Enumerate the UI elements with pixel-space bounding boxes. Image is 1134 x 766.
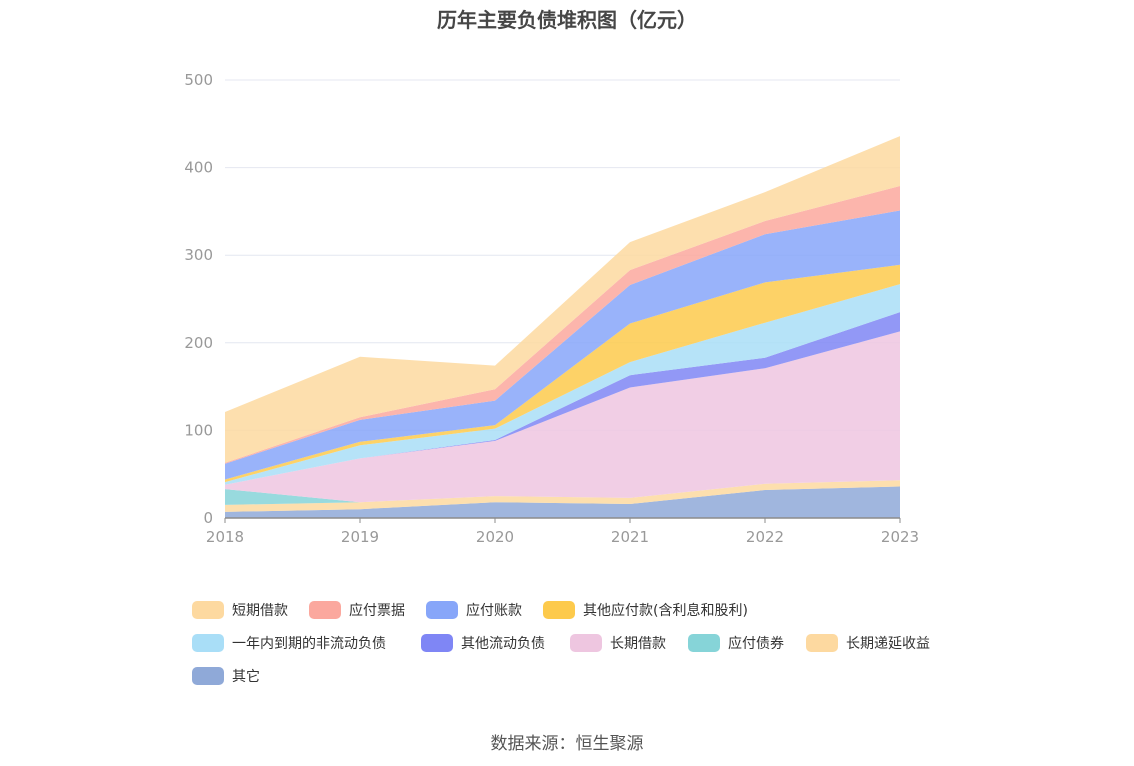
legend-swatch bbox=[192, 634, 224, 652]
legend-swatch bbox=[192, 601, 224, 619]
legend-label: 应付账款 bbox=[466, 603, 522, 619]
legend-label: 应付债券 bbox=[728, 636, 784, 652]
area-series-5 bbox=[225, 284, 900, 485]
area-series-6 bbox=[225, 264, 900, 483]
x-tick-label: 2019 bbox=[341, 528, 379, 546]
legend-item[interactable]: 一年内到期的非流动负债 bbox=[192, 631, 386, 655]
x-tick-label: 2022 bbox=[746, 528, 784, 546]
legend-item[interactable]: 其他应付款(含利息和股利) bbox=[543, 598, 748, 622]
legend-swatch bbox=[543, 601, 575, 619]
source-note: 数据来源：恒生聚源 bbox=[490, 734, 644, 754]
legend-swatch bbox=[309, 601, 341, 619]
legend-label: 应付票据 bbox=[349, 603, 405, 619]
legend-swatch bbox=[570, 634, 602, 652]
stacked-area-chart: 0 100 200 300 400 500 2018 2019 2020 2021 2022 2023 bbox=[184, 71, 919, 546]
legend-item[interactable]: 长期递延收益 bbox=[806, 631, 930, 655]
area-series-9 bbox=[225, 136, 900, 463]
y-tick-label: 100 bbox=[184, 421, 213, 439]
y-tick-label: 500 bbox=[184, 71, 213, 89]
chart-title: 历年主要负债堆积图（亿元） bbox=[437, 8, 697, 32]
legend-swatch bbox=[806, 634, 838, 652]
area-series-1 bbox=[225, 480, 900, 512]
area-series-2 bbox=[225, 480, 900, 505]
area-series-3 bbox=[225, 331, 900, 503]
legend-label: 短期借款 bbox=[232, 603, 288, 619]
legend-item[interactable]: 应付账款 bbox=[426, 598, 522, 622]
axes: 0 100 200 300 400 500 2018 2019 2020 2021 2022 2023 bbox=[184, 71, 919, 546]
legend-label: 长期借款 bbox=[610, 636, 666, 652]
legend-item[interactable]: 应付债券 bbox=[688, 631, 784, 655]
y-tick-label: 200 bbox=[184, 334, 213, 352]
legend-swatch bbox=[426, 601, 458, 619]
legend-item[interactable]: 长期借款 bbox=[570, 631, 666, 655]
legend-item[interactable]: 其他流动负债 bbox=[421, 631, 545, 655]
legend-label: 其他应付款(含利息和股利) bbox=[583, 603, 748, 619]
legend-swatch bbox=[421, 634, 453, 652]
area-series-0 bbox=[225, 486, 900, 518]
y-tick-label: 300 bbox=[184, 246, 213, 264]
legend-label: 长期递延收益 bbox=[846, 636, 930, 652]
y-tick-label: 0 bbox=[203, 509, 213, 527]
legend-label: 其他流动负债 bbox=[461, 636, 545, 652]
x-tick-label: 2021 bbox=[611, 528, 649, 546]
area-series bbox=[225, 136, 900, 518]
area-series-8 bbox=[225, 186, 900, 464]
x-tick-label: 2023 bbox=[881, 528, 919, 546]
legend-swatch bbox=[688, 634, 720, 652]
y-tick-label: 400 bbox=[184, 159, 213, 177]
legend-label: 一年内到期的非流动负债 bbox=[232, 636, 386, 652]
x-tick-label: 2020 bbox=[476, 528, 514, 546]
area-series-7 bbox=[225, 210, 900, 480]
legend-item[interactable]: 短期借款 bbox=[192, 598, 288, 622]
legend-swatch bbox=[192, 667, 224, 685]
legend-item[interactable]: 应付票据 bbox=[309, 598, 405, 622]
x-tick-label: 2018 bbox=[206, 528, 244, 546]
legend-label: 其它 bbox=[232, 669, 260, 685]
legend-item[interactable]: 其它 bbox=[192, 664, 260, 688]
